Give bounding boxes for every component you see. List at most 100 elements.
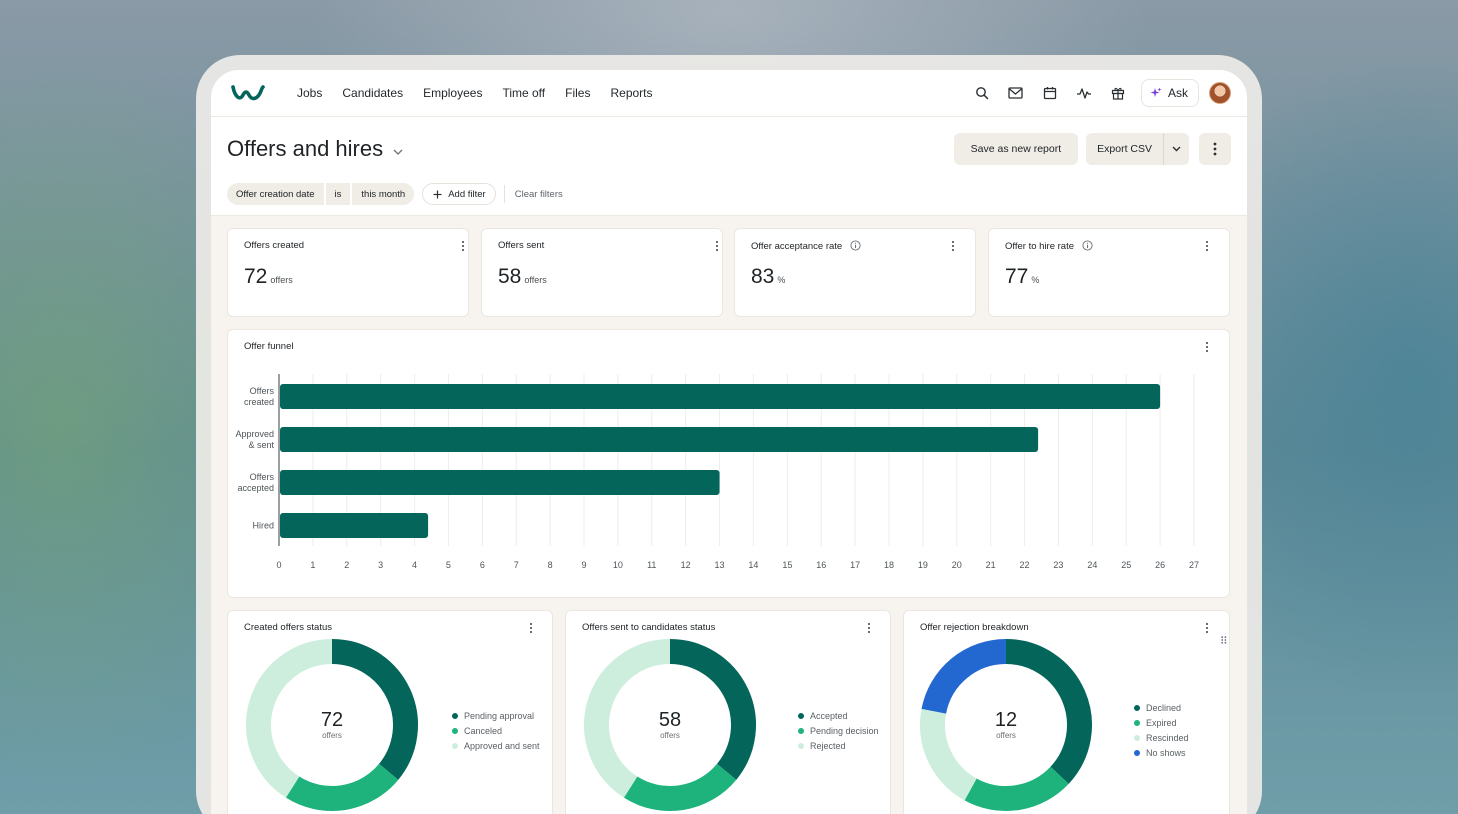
user-avatar[interactable] [1209,82,1231,104]
ask-label: Ask [1167,86,1188,100]
card-menu-icon[interactable] [864,621,874,635]
x-tick-label: 8 [548,560,553,570]
x-tick-label: 20 [952,560,962,570]
offers-sent-status-card: Offers sent to candidates status 58 offe… [565,610,891,814]
divider [503,185,505,203]
legend-swatch [1134,734,1140,741]
card-menu-icon[interactable] [1202,340,1212,354]
legend-label: Canceled [464,725,503,736]
kpi-title-line: Offer to hire rate [1005,240,1093,254]
donut-slice[interactable] [964,766,1069,811]
funnel-bar[interactable] [280,470,720,495]
legend-item: Accepted [798,708,879,723]
chart-title: Offer rejection breakdown [920,622,1029,633]
nav-jobs[interactable]: Jobs [297,86,323,100]
filter-bar: Offer creation date is this month Add fi… [227,181,1231,207]
legend-item: Pending approval [452,708,540,723]
export-options-chevron-icon[interactable] [1163,133,1189,165]
x-tick-label: 14 [748,560,758,570]
donut-slice[interactable] [246,639,333,798]
funnel-bar[interactable] [280,384,1161,409]
donut-slice[interactable] [285,763,399,811]
x-tick-label: 6 [480,560,485,570]
nav-candidates[interactable]: Candidates [342,86,404,100]
search-icon[interactable] [967,78,997,108]
x-tick-label: 5 [446,560,451,570]
donut-total-label: offers [996,731,1016,740]
legend-swatch [452,727,458,734]
save-as-new-report-button[interactable]: Save as new report [953,133,1079,165]
x-tick-label: 21 [986,560,996,570]
created-offers-status-card: Created offers status 72 offers Pending … [227,610,553,814]
nav-employees[interactable]: Employees [423,86,483,100]
legend-item: Expired [1134,715,1189,730]
nav-time-off[interactable]: Time off [502,86,546,100]
kpi-card-offer-to-hire-rate: Offer to hire rate 77% [988,228,1230,317]
kpi-unit: % [1031,275,1040,285]
activity-icon[interactable] [1069,78,1099,108]
date-filter-chip[interactable]: Offer creation date is this month [227,183,415,205]
drag-handle-icon[interactable] [1221,631,1227,644]
kpi-value-line: 77% [1005,265,1039,289]
report-header: Offers and hires Save as new report Expo… [211,117,1247,216]
x-tick-label: 16 [816,560,826,570]
add-filter-button[interactable]: Add filter [422,183,496,205]
workable-logo[interactable] [231,82,267,104]
y-category-label: created [244,397,274,407]
donut-slice[interactable] [584,639,671,798]
donut-slice[interactable] [623,763,737,811]
donut-total: 12 [994,709,1018,731]
card-menu-icon[interactable] [526,621,536,635]
clear-filters-link[interactable]: Clear filters [514,188,563,200]
legend-label: Accepted [810,710,848,721]
donut-slice[interactable] [921,639,1007,715]
filter-operator[interactable]: is [323,183,351,205]
kpi-value: 58 [498,265,522,288]
donut-slice[interactable] [669,639,756,780]
info-icon[interactable] [1082,240,1093,254]
offer-funnel-chart: 0 1 2 3 4 5 6 7 8 9 10 11 12 13 14 15 16 17 18 19 20 21 22 23 24… [235,374,1199,570]
card-menu-icon[interactable] [458,239,468,253]
more-options-icon[interactable] [1199,133,1231,165]
donut-slice[interactable] [331,639,418,780]
x-tick-label: 23 [1053,560,1063,570]
report-actions: Save as new report Export CSV [953,133,1231,165]
kpi-unit: offers [524,275,547,285]
nav-files[interactable]: Files [565,86,591,100]
funnel-bar[interactable] [280,513,429,538]
donut-slice[interactable] [920,708,978,801]
kpi-title: Offer acceptance rate [751,241,843,252]
legend-item: Approved and sent [452,738,540,753]
legend-swatch [798,727,804,734]
kpi-title: Offers created [244,240,305,251]
export-csv-button[interactable]: Export CSV [1086,133,1163,165]
card-menu-icon[interactable] [1202,621,1212,635]
legend-label: Pending decision [810,725,879,736]
legend-item: Rescinded [1134,730,1189,745]
gift-icon[interactable] [1103,78,1133,108]
info-icon[interactable] [850,240,861,254]
filter-value[interactable]: this month [350,183,415,205]
card-menu-icon[interactable] [1202,239,1212,253]
app-window: Jobs Candidates Employees Time off Files… [211,70,1247,814]
nav-reports[interactable]: Reports [610,86,653,100]
funnel-bar[interactable] [280,427,1039,452]
mail-icon[interactable] [1001,78,1031,108]
top-actions: Ask [967,78,1231,108]
top-navigation-bar: Jobs Candidates Employees Time off Files… [211,70,1247,117]
kpi-card-offers-sent: Offers sent 58 offers [481,228,723,317]
chart-title: Offers sent to candidates status [582,622,716,633]
x-tick-label: 18 [884,560,894,570]
kpi-title-line: Offer acceptance rate [751,240,861,254]
calendar-icon[interactable] [1035,78,1065,108]
donut-legend: Declined Expired Rescinded No shows [1134,700,1189,760]
y-category-label: Approved [235,429,274,439]
donut-slice[interactable] [1005,639,1092,784]
card-menu-icon[interactable] [712,239,722,253]
card-menu-icon[interactable] [948,239,958,253]
chevron-down-icon[interactable] [393,142,403,160]
filter-field[interactable]: Offer creation date [227,183,324,205]
ask-button[interactable]: Ask [1140,79,1199,107]
legend-swatch [1134,719,1140,726]
legend-swatch [798,712,804,719]
